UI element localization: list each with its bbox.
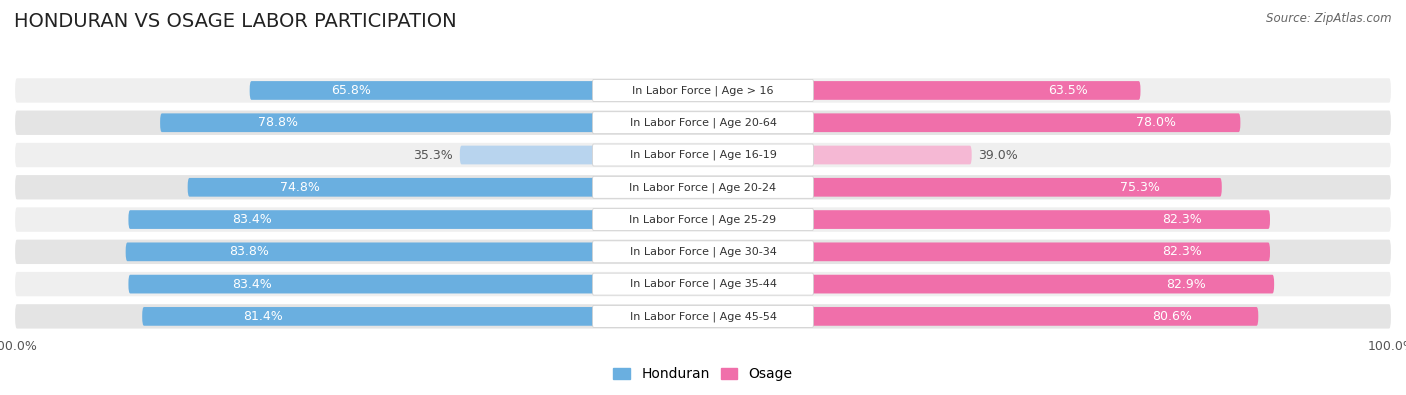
Text: HONDURAN VS OSAGE LABOR PARTICIPATION: HONDURAN VS OSAGE LABOR PARTICIPATION (14, 12, 457, 31)
FancyBboxPatch shape (592, 209, 814, 231)
Text: In Labor Force | Age 25-29: In Labor Force | Age 25-29 (630, 214, 776, 225)
Text: 65.8%: 65.8% (332, 84, 371, 97)
Text: 82.9%: 82.9% (1166, 278, 1205, 291)
FancyBboxPatch shape (14, 271, 1392, 297)
Text: 83.4%: 83.4% (232, 213, 271, 226)
FancyBboxPatch shape (14, 239, 1392, 265)
Text: In Labor Force | Age 30-34: In Labor Force | Age 30-34 (630, 246, 776, 257)
FancyBboxPatch shape (14, 109, 1392, 136)
Text: 35.3%: 35.3% (413, 149, 453, 162)
FancyBboxPatch shape (592, 273, 814, 295)
Text: In Labor Force | Age 16-19: In Labor Force | Age 16-19 (630, 150, 776, 160)
FancyBboxPatch shape (125, 243, 703, 261)
Text: 74.8%: 74.8% (280, 181, 321, 194)
FancyBboxPatch shape (592, 144, 814, 166)
FancyBboxPatch shape (703, 113, 1240, 132)
Text: Source: ZipAtlas.com: Source: ZipAtlas.com (1267, 12, 1392, 25)
FancyBboxPatch shape (128, 210, 703, 229)
Text: 63.5%: 63.5% (1049, 84, 1088, 97)
Text: 82.3%: 82.3% (1163, 245, 1202, 258)
Legend: Honduran, Osage: Honduran, Osage (607, 362, 799, 387)
Text: In Labor Force | Age > 16: In Labor Force | Age > 16 (633, 85, 773, 96)
Text: 83.8%: 83.8% (229, 245, 270, 258)
FancyBboxPatch shape (187, 178, 703, 197)
FancyBboxPatch shape (703, 243, 1270, 261)
Text: 39.0%: 39.0% (979, 149, 1018, 162)
FancyBboxPatch shape (703, 275, 1274, 293)
Text: In Labor Force | Age 35-44: In Labor Force | Age 35-44 (630, 279, 776, 290)
FancyBboxPatch shape (460, 146, 703, 164)
FancyBboxPatch shape (592, 241, 814, 263)
Text: 82.3%: 82.3% (1163, 213, 1202, 226)
FancyBboxPatch shape (703, 81, 1140, 100)
FancyBboxPatch shape (703, 146, 972, 164)
Text: In Labor Force | Age 20-24: In Labor Force | Age 20-24 (630, 182, 776, 192)
Text: 80.6%: 80.6% (1152, 310, 1192, 323)
Text: 75.3%: 75.3% (1119, 181, 1160, 194)
Text: 83.4%: 83.4% (232, 278, 271, 291)
FancyBboxPatch shape (703, 307, 1258, 326)
Text: 81.4%: 81.4% (243, 310, 283, 323)
FancyBboxPatch shape (592, 176, 814, 198)
FancyBboxPatch shape (160, 113, 703, 132)
FancyBboxPatch shape (703, 178, 1222, 197)
FancyBboxPatch shape (128, 275, 703, 293)
Text: In Labor Force | Age 20-64: In Labor Force | Age 20-64 (630, 117, 776, 128)
FancyBboxPatch shape (592, 112, 814, 134)
FancyBboxPatch shape (14, 174, 1392, 201)
FancyBboxPatch shape (592, 305, 814, 327)
FancyBboxPatch shape (14, 77, 1392, 104)
FancyBboxPatch shape (14, 303, 1392, 329)
FancyBboxPatch shape (592, 79, 814, 102)
Text: In Labor Force | Age 45-54: In Labor Force | Age 45-54 (630, 311, 776, 322)
FancyBboxPatch shape (703, 210, 1270, 229)
Text: 78.0%: 78.0% (1136, 116, 1175, 129)
Text: 78.8%: 78.8% (257, 116, 298, 129)
FancyBboxPatch shape (14, 142, 1392, 168)
FancyBboxPatch shape (250, 81, 703, 100)
FancyBboxPatch shape (142, 307, 703, 326)
FancyBboxPatch shape (14, 206, 1392, 233)
